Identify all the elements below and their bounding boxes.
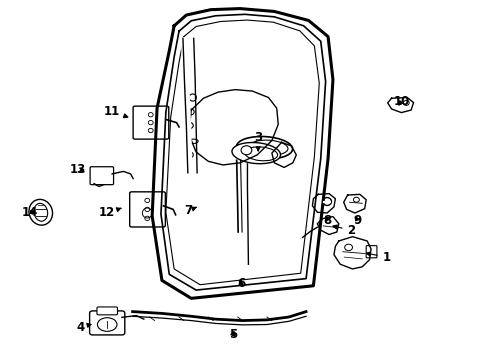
- Text: 4: 4: [76, 320, 91, 333]
- Text: 1: 1: [367, 251, 391, 264]
- Text: 12: 12: [99, 207, 121, 220]
- FancyBboxPatch shape: [366, 246, 377, 258]
- Ellipse shape: [34, 203, 48, 221]
- Text: 13: 13: [70, 163, 86, 176]
- FancyBboxPatch shape: [133, 106, 169, 139]
- Text: 11: 11: [104, 105, 128, 118]
- Text: 3: 3: [254, 131, 262, 151]
- Ellipse shape: [237, 136, 293, 159]
- Text: 8: 8: [323, 214, 331, 227]
- Text: 10: 10: [393, 95, 410, 108]
- Text: 14: 14: [22, 207, 38, 220]
- Ellipse shape: [232, 143, 280, 164]
- FancyBboxPatch shape: [130, 192, 165, 227]
- Text: 2: 2: [333, 224, 356, 237]
- Text: 6: 6: [237, 278, 245, 291]
- FancyBboxPatch shape: [90, 167, 114, 185]
- Ellipse shape: [29, 199, 52, 225]
- Text: 7: 7: [185, 204, 196, 217]
- Text: 9: 9: [353, 214, 362, 227]
- FancyBboxPatch shape: [97, 307, 118, 315]
- FancyBboxPatch shape: [90, 311, 125, 335]
- Ellipse shape: [241, 146, 252, 155]
- Text: 5: 5: [229, 328, 237, 341]
